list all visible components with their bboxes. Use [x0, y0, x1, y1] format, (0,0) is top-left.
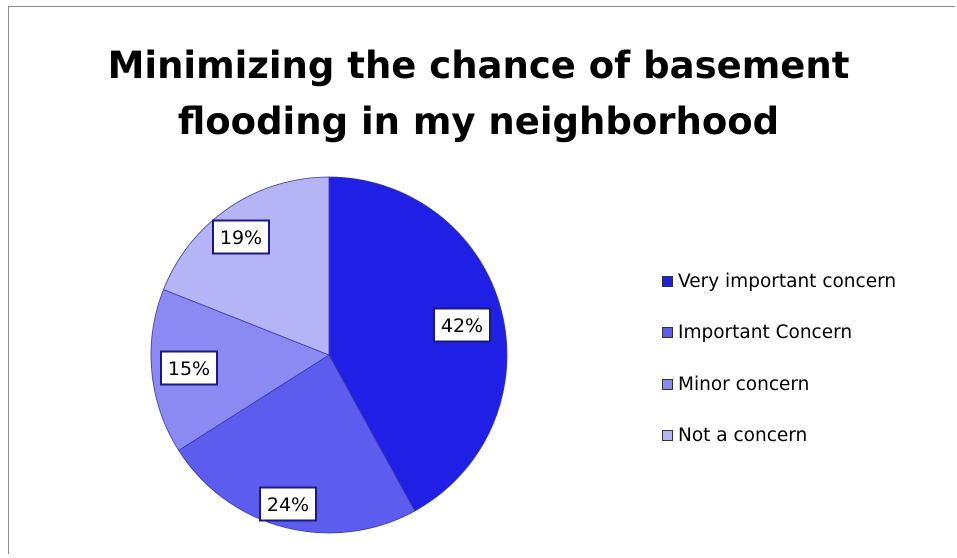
legend-item-minor: Minor concern: [662, 371, 896, 397]
pie-slice-minor: [150, 288, 330, 451]
legend-swatch: [662, 378, 673, 390]
legend-label: Minor concern: [678, 373, 810, 395]
pie-slice-important: [178, 354, 416, 534]
legend-swatch: [662, 275, 673, 287]
chart-title-line-2: flooding in my neighborhood: [177, 100, 780, 143]
data-label-not-a-concern: 19%: [212, 219, 270, 255]
pie-slice-not-a-concern: [162, 176, 330, 356]
data-label-very-important: 42%: [433, 307, 491, 343]
chart-title-line-1: Minimizing the chance of basement: [107, 44, 850, 87]
legend: Very important concern Important Concern…: [662, 268, 896, 474]
chart-title: Minimizing the chance of basement floodi…: [0, 38, 957, 150]
data-label-important: 24%: [259, 486, 317, 522]
data-label-text: 15%: [168, 358, 210, 380]
legend-label: Not a concern: [678, 425, 808, 446]
legend-item-important: Important Concern: [662, 320, 896, 346]
legend-label: Very important concern: [678, 270, 897, 292]
legend-item-not-a-concern: Not a concern: [662, 423, 896, 449]
legend-item-very-important: Very important concern: [662, 268, 896, 294]
data-label-text: 42%: [441, 315, 483, 337]
legend-swatch: [662, 327, 673, 338]
data-label-minor: 15%: [160, 350, 218, 386]
pie-slice-very-important: [328, 176, 508, 512]
legend-swatch: [662, 430, 673, 441]
legend-label: Important Concern: [678, 322, 853, 343]
data-label-text: 19%: [220, 227, 262, 249]
data-label-text: 24%: [267, 494, 309, 516]
